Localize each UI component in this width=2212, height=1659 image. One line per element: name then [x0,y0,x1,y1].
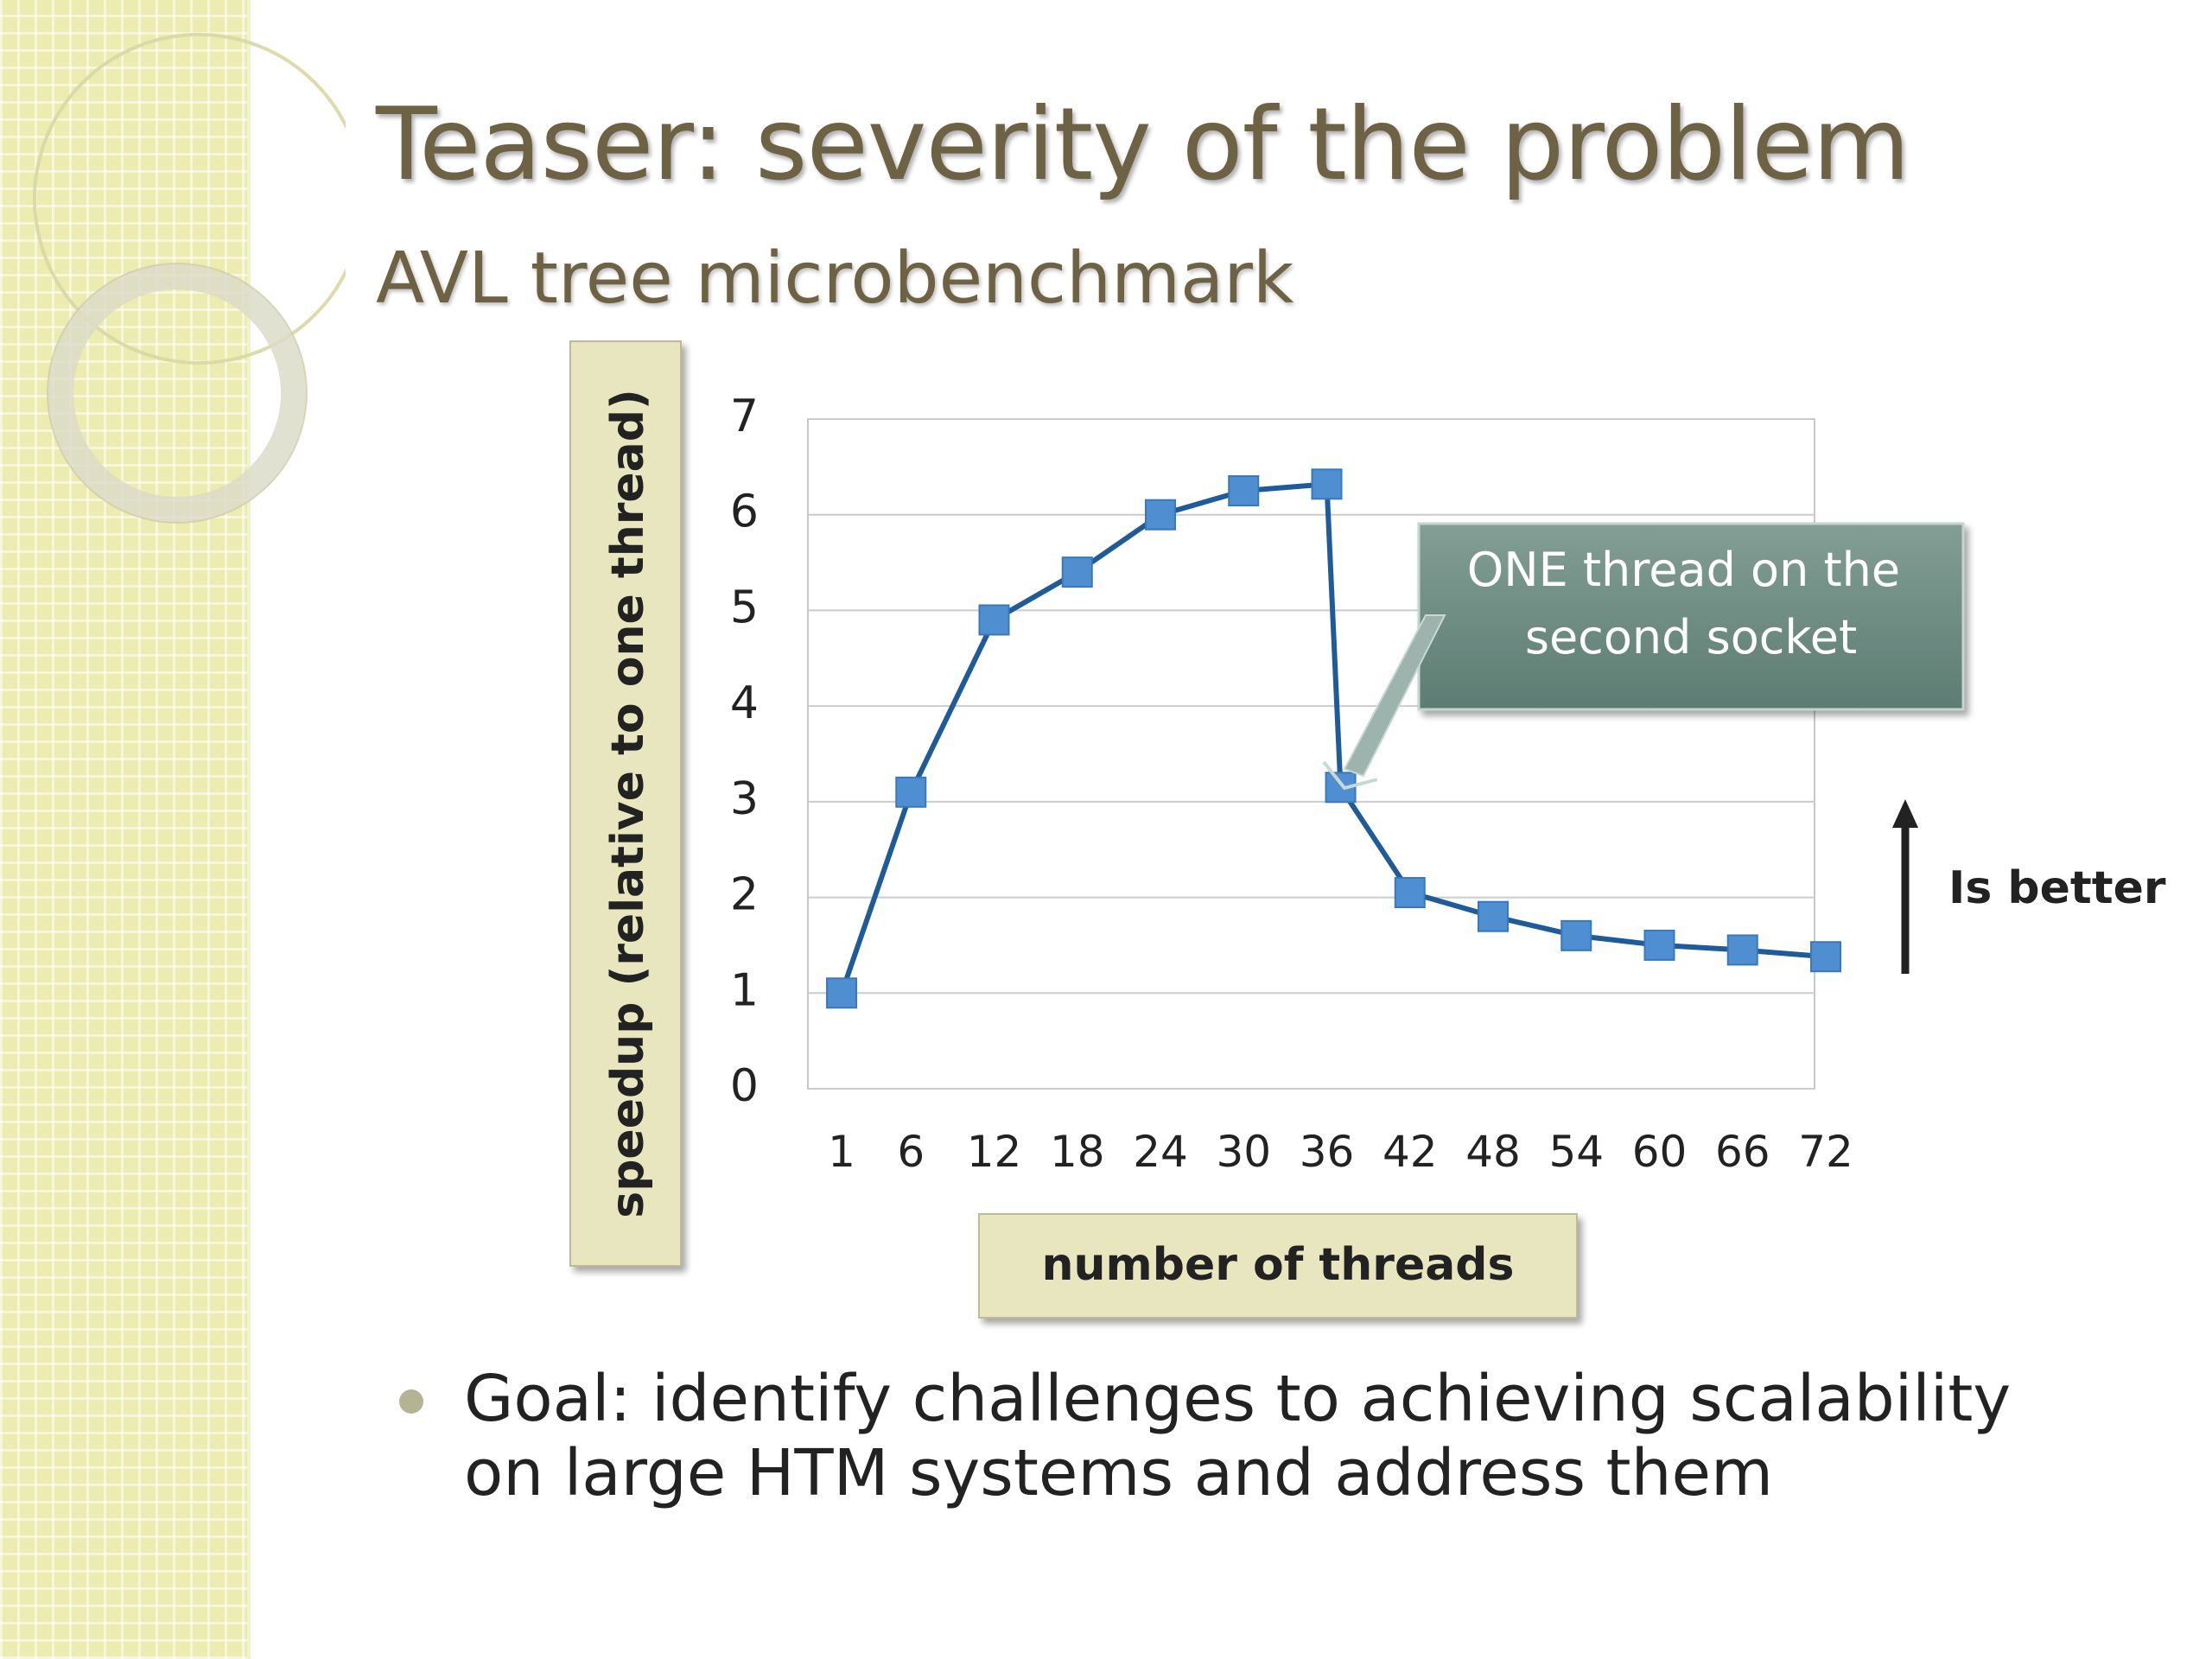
callout-line-1: ONE thread on the [1467,543,1900,597]
series-markers [826,468,1841,1009]
slide-subtitle: AVL tree microbenchmark [376,238,1294,320]
callout-line-2: second socket [1525,610,1857,664]
y-tick-label: 6 [730,486,759,538]
x-tick-label: 1 [828,1127,855,1177]
y-tick-labels: 0 1 2 3 4 5 6 7 [730,391,759,1112]
x-tick-label: 18 [1050,1127,1105,1177]
x-tick-label: 54 [1548,1127,1604,1177]
data-point [1311,468,1343,500]
callout-box [1417,522,1965,711]
x-tick-label: 36 [1300,1127,1355,1177]
callout-pointer [1343,614,1446,778]
data-point [1394,877,1426,909]
y-tick-label: 2 [730,869,759,921]
bullet-marker [399,1389,423,1414]
y-tick-label: 3 [730,773,759,825]
y-tick-label: 0 [730,1060,759,1112]
y-tick-label: 7 [730,391,759,442]
x-tick-label: 48 [1465,1127,1521,1177]
data-point [1145,499,1176,531]
x-tick-label: 60 [1632,1127,1688,1177]
up-arrow-head [1892,799,1918,828]
x-tick-label: 30 [1216,1127,1271,1177]
goal-bullet-text: Goal: identify challenges to achieving s… [464,1362,2012,1510]
x-tick-label: 24 [1133,1127,1188,1177]
data-point [1810,941,1841,973]
y-tick-label: 5 [730,582,759,633]
y-tick-label: 4 [730,677,759,729]
x-tick-label: 72 [1798,1127,1853,1177]
data-point [1228,475,1260,507]
data-point [1478,900,1509,932]
data-point [895,776,927,808]
x-tick-label: 12 [967,1127,1022,1177]
data-point [1560,919,1592,951]
data-point [978,604,1010,636]
y-axis-label-box [569,340,682,1267]
data-point [826,977,858,1009]
callout-text: ONE thread on the second socket [1467,543,1916,664]
data-point [1726,934,1758,966]
is-better-label: Is better [1948,862,2166,914]
x-tick-label: 42 [1382,1127,1438,1177]
y-axis-label: speedup (relative to one thread) [602,389,654,1218]
x-axis-label-box [978,1213,1578,1319]
data-point [1061,556,1093,588]
y-tick-label: 1 [730,964,759,1016]
x-tick-label: 66 [1715,1127,1770,1177]
data-point [1325,772,1357,804]
slide-title: Teaser: severity of the problem [376,86,1910,203]
x-tick-labels: 1 6 12 18 24 30 36 42 48 54 60 66 72 [828,1127,1853,1177]
callout-pointer-tip [1322,760,1378,791]
x-axis-label: number of threads [1042,1239,1515,1291]
x-tick-label: 6 [897,1127,925,1177]
plot-area [807,418,1815,1090]
data-point [1643,929,1675,961]
decorative-rings [33,33,346,524]
